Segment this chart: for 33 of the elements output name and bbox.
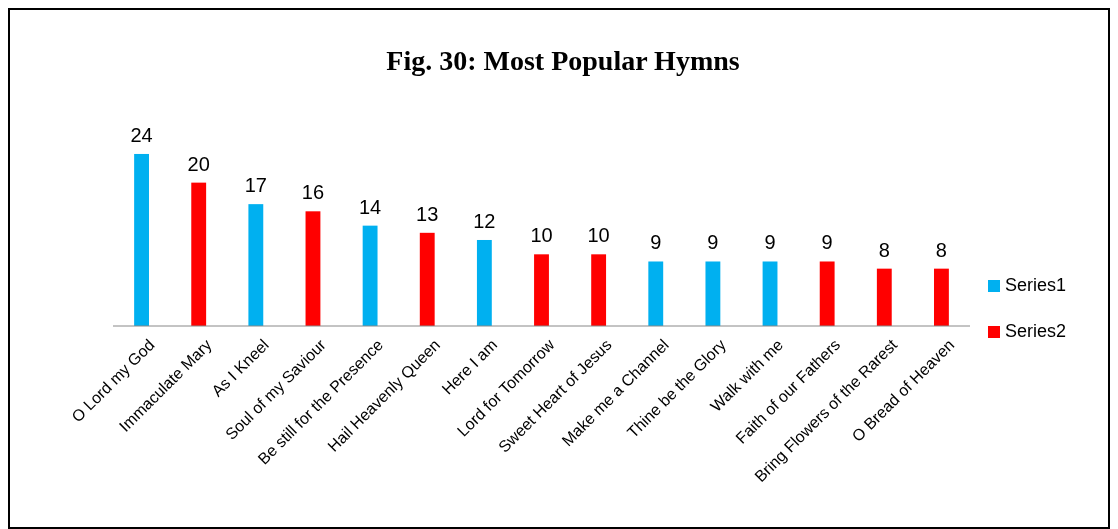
bar — [476, 239, 492, 326]
legend-label: Series1 — [1005, 275, 1067, 295]
legend-label: Series2 — [1005, 321, 1067, 341]
data-label: 9 — [821, 231, 833, 254]
bar — [362, 225, 378, 326]
data-label: 13 — [416, 202, 439, 225]
data-label: 9 — [764, 231, 776, 254]
data-label: 10 — [587, 224, 610, 247]
data-label: 10 — [530, 224, 553, 247]
data-label: 17 — [244, 174, 267, 197]
bar — [648, 261, 664, 326]
bar — [305, 211, 321, 326]
bar — [934, 268, 949, 326]
bar — [591, 254, 607, 326]
bar — [191, 182, 207, 326]
bar — [762, 261, 778, 326]
bar — [819, 261, 835, 326]
bar — [134, 153, 149, 326]
bar — [248, 204, 264, 326]
data-label: 16 — [301, 181, 325, 204]
data-label: 8 — [935, 238, 947, 261]
data-label: 9 — [650, 231, 662, 254]
chart-title: Fig. 30: Most Popular Hymns — [386, 45, 740, 76]
data-label: 20 — [187, 152, 210, 175]
bar — [876, 268, 892, 326]
bar — [534, 254, 549, 326]
data-label: 8 — [878, 238, 890, 261]
data-label: 12 — [473, 209, 496, 232]
data-label: 9 — [707, 231, 719, 254]
bar — [705, 261, 721, 326]
data-label: 24 — [130, 123, 153, 146]
data-label: 14 — [358, 195, 382, 218]
bar — [419, 232, 435, 326]
